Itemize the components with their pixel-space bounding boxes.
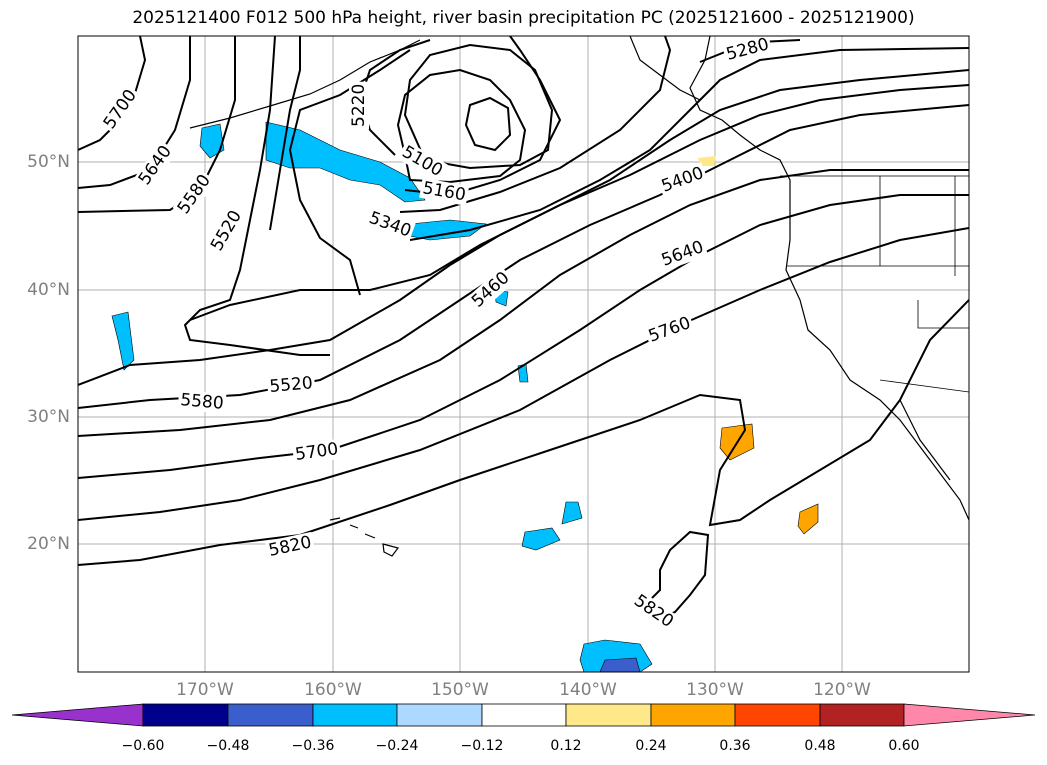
colorbar-tick-label: −0.36 bbox=[291, 738, 335, 754]
aleutians bbox=[189, 39, 421, 129]
lat-label: 40°N bbox=[27, 280, 70, 300]
lon-label: 170°W bbox=[176, 680, 234, 700]
colorbar-tick-label: −0.60 bbox=[121, 738, 165, 754]
precip-positive-3 bbox=[698, 156, 716, 166]
colorbar-tick-label: 0.60 bbox=[888, 738, 920, 754]
colorbar-tick-label: −0.12 bbox=[460, 738, 504, 754]
colorbar bbox=[11, 703, 1036, 727]
colorbar-bin bbox=[227, 703, 314, 727]
lat-label: 30°N bbox=[27, 407, 70, 427]
contour-5580 bbox=[78, 104, 969, 409]
precip-negative-se1 bbox=[521, 527, 561, 551]
lat-label: 50°N bbox=[27, 152, 70, 172]
contour-west-5 bbox=[269, 36, 301, 231]
contour-5160 bbox=[396, 68, 527, 184]
lon-label: 140°W bbox=[559, 680, 617, 700]
state-borders bbox=[780, 175, 969, 393]
contour-5100 bbox=[403, 43, 554, 170]
lon-label: 130°W bbox=[686, 680, 744, 700]
map-frame bbox=[77, 35, 970, 673]
colorbar-bin bbox=[312, 703, 398, 727]
colorbar-bin bbox=[142, 703, 229, 727]
colorbar-bin bbox=[481, 703, 567, 727]
map-title: 2025121400 F012 500 hPa height, river ba… bbox=[132, 8, 915, 28]
contour-5760 bbox=[78, 227, 969, 521]
precip-negative-gulf bbox=[265, 121, 426, 203]
precip-negative-se2 bbox=[561, 501, 583, 525]
colorbar-extend-min bbox=[11, 703, 144, 727]
contour-5820 bbox=[78, 299, 969, 566]
contour-5340 bbox=[399, 36, 672, 213]
contour-5400 bbox=[409, 47, 969, 241]
lon-label: 120°W bbox=[813, 680, 871, 700]
alaska-coast bbox=[629, 36, 701, 101]
colorbar-tick-label: −0.48 bbox=[206, 738, 250, 754]
precip-shading bbox=[111, 121, 819, 672]
coastlines bbox=[189, 36, 969, 557]
lon-label: 160°W bbox=[304, 680, 362, 700]
colorbar-tick-label: 0.24 bbox=[635, 738, 667, 754]
colorbar-tick-label: 0.36 bbox=[719, 738, 751, 754]
north-america-coast bbox=[689, 36, 969, 521]
colorbar-tick-label: 0.48 bbox=[804, 738, 836, 754]
contour-label: 5580 bbox=[180, 390, 225, 414]
contour-core bbox=[464, 96, 512, 152]
contour-label: 5520 bbox=[269, 373, 314, 397]
colorbar-tick-label: 0.12 bbox=[550, 738, 582, 754]
colorbar-tick-label: −0.24 bbox=[375, 738, 419, 754]
colorbar-bin bbox=[650, 703, 736, 727]
baja-california bbox=[899, 399, 951, 481]
contour-label: 5220 bbox=[349, 84, 369, 127]
colorbar-bin bbox=[819, 703, 905, 727]
hawaii-islands bbox=[329, 517, 400, 557]
contour-5640 bbox=[78, 169, 969, 437]
height-contours bbox=[78, 36, 969, 622]
colorbar-bin bbox=[565, 703, 652, 727]
colorbar-bin bbox=[396, 703, 483, 727]
precip-positive-2 bbox=[797, 503, 819, 535]
contour-west-3 bbox=[78, 36, 236, 213]
lon-label: 150°W bbox=[431, 680, 489, 700]
colorbar-extend-max bbox=[903, 703, 1036, 727]
precip-negative-south-core bbox=[599, 657, 641, 672]
contour-5700 bbox=[78, 194, 969, 479]
colorbar-bin bbox=[734, 703, 821, 727]
contour-west-4 bbox=[183, 36, 330, 356]
contour-5460 bbox=[189, 69, 969, 321]
lat-label: 20°N bbox=[27, 534, 70, 554]
